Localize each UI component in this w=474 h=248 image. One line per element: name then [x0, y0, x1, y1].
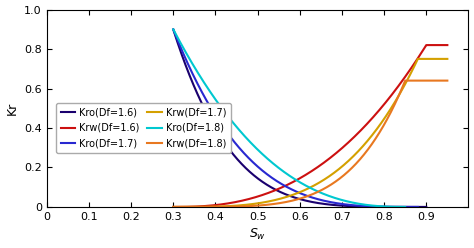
Y-axis label: Kr: Kr: [6, 102, 18, 115]
X-axis label: $S_w$: $S_w$: [249, 227, 266, 243]
Legend: Kro(Df=1.6), Krw(Df=1.6), Kro(Df=1.7), Krw(Df=1.7), Kro(Df=1.8), Krw(Df=1.8): Kro(Df=1.6), Krw(Df=1.6), Kro(Df=1.7), K…: [56, 103, 231, 153]
